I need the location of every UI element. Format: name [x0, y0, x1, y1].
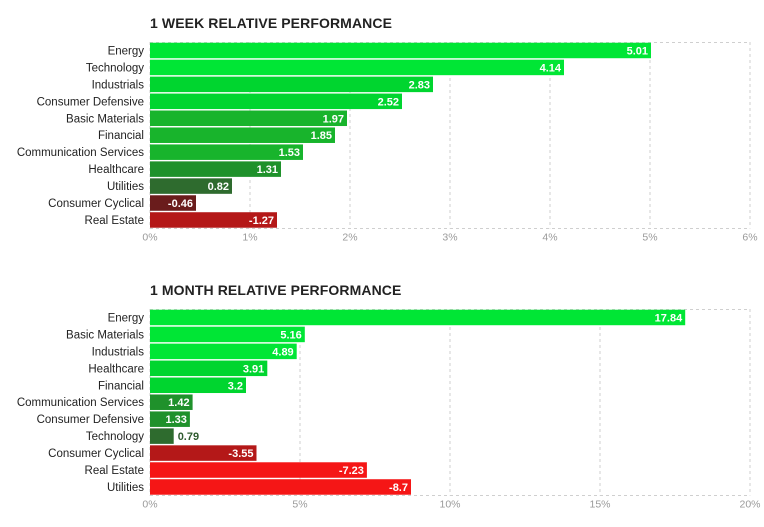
- category-label: Communication Services: [17, 397, 144, 409]
- value-label: 1.42: [168, 397, 189, 409]
- x-tick-label: 15%: [589, 498, 610, 510]
- category-label: Financial: [98, 380, 144, 392]
- bar[interactable]: [150, 93, 402, 110]
- month-performance-chart: 0% 5% 10% 15% 20% Energy 17.84 Basic Materials 5…: [17, 309, 761, 510]
- bar[interactable]: [150, 212, 277, 228]
- category-label: Consumer Cyclical: [48, 448, 144, 460]
- bar[interactable]: [150, 178, 232, 194]
- x-tick-label: 0%: [142, 498, 157, 510]
- month-performance-panel: 1 MONTH RELATIVE PERFORMANCE 0% 5% 10% 15% 2…: [0, 282, 764, 517]
- value-label: -1.27: [249, 215, 274, 227]
- bar[interactable]: [150, 326, 305, 343]
- category-label: Basic Materials: [66, 113, 144, 125]
- x-tick-label: 20%: [739, 498, 760, 510]
- bar[interactable]: [150, 462, 367, 478]
- bar[interactable]: [150, 127, 335, 143]
- x-tick-label: 10%: [439, 498, 460, 510]
- bar[interactable]: [150, 445, 257, 461]
- value-label: 4.14: [540, 62, 562, 74]
- category-label: Basic Materials: [66, 329, 144, 341]
- value-label: -8.7: [389, 482, 408, 494]
- x-tick-label: 0%: [142, 231, 157, 243]
- value-label: -7.23: [339, 465, 364, 477]
- value-label: 1.53: [279, 147, 300, 159]
- x-tick-label: 6%: [742, 231, 757, 243]
- value-label: 3.91: [243, 363, 264, 375]
- value-label: 1.33: [165, 414, 186, 426]
- category-label: Industrials: [92, 79, 145, 91]
- x-tick-label: 4%: [542, 231, 557, 243]
- value-label: 3.2: [228, 380, 243, 392]
- category-label: Technology: [86, 431, 144, 443]
- category-label: Communication Services: [17, 147, 144, 159]
- bar[interactable]: [150, 343, 297, 360]
- category-label: Utilities: [107, 482, 144, 494]
- x-tick-label: 5%: [292, 498, 307, 510]
- value-label: 1.31: [257, 164, 278, 176]
- x-tick-label: 5%: [642, 231, 657, 243]
- category-label: Technology: [86, 62, 144, 74]
- month-chart-title: 1 MONTH RELATIVE PERFORMANCE: [150, 282, 402, 298]
- bar[interactable]: [150, 42, 651, 59]
- week-chart-title: 1 WEEK RELATIVE PERFORMANCE: [150, 15, 393, 31]
- category-label: Healthcare: [88, 164, 144, 176]
- category-label: Real Estate: [85, 215, 144, 227]
- bar[interactable]: [150, 428, 174, 444]
- x-tick-label: 3%: [442, 231, 457, 243]
- x-tick-label: 2%: [342, 231, 357, 243]
- value-label: 1.85: [311, 130, 332, 142]
- bar[interactable]: [150, 411, 190, 427]
- bar[interactable]: [150, 360, 268, 377]
- bar[interactable]: [150, 394, 193, 410]
- value-label: 0.82: [208, 181, 229, 193]
- bar[interactable]: [150, 377, 246, 394]
- value-label: 5.01: [627, 45, 648, 57]
- week-performance-panel: 1 WEEK RELATIVE PERFORMANCE 0% 1% 2% 3% 4% 5%…: [0, 15, 764, 250]
- value-label: 0.79: [178, 431, 199, 443]
- value-label: 4.89: [272, 346, 293, 358]
- bar[interactable]: [150, 309, 686, 326]
- value-label: -0.46: [168, 198, 193, 210]
- bar[interactable]: [150, 110, 347, 127]
- value-label: 2.52: [378, 96, 399, 108]
- value-label: 5.16: [280, 329, 301, 341]
- value-label: 2.83: [409, 79, 430, 91]
- bar[interactable]: [150, 479, 411, 495]
- bar[interactable]: [150, 144, 303, 160]
- week-performance-chart: 0% 1% 2% 3% 4% 5% 6% Energy 5.01 Technology 4.14 In…: [17, 42, 758, 243]
- category-label: Energy: [108, 312, 145, 324]
- value-label: -3.55: [228, 448, 253, 460]
- category-label: Financial: [98, 130, 144, 142]
- bar[interactable]: [150, 59, 564, 76]
- category-label: Energy: [108, 45, 145, 57]
- bar[interactable]: [150, 161, 281, 177]
- category-label: Utilities: [107, 181, 144, 193]
- category-label: Consumer Cyclical: [48, 198, 144, 210]
- category-label: Consumer Defensive: [37, 414, 144, 426]
- value-label: 17.84: [655, 312, 683, 324]
- category-label: Healthcare: [88, 363, 144, 375]
- category-label: Real Estate: [85, 465, 144, 477]
- bar[interactable]: [150, 195, 196, 211]
- x-tick-label: 1%: [242, 231, 257, 243]
- bar[interactable]: [150, 76, 433, 93]
- category-label: Consumer Defensive: [37, 96, 144, 108]
- value-label: 1.97: [323, 113, 344, 125]
- category-label: Industrials: [92, 346, 145, 358]
